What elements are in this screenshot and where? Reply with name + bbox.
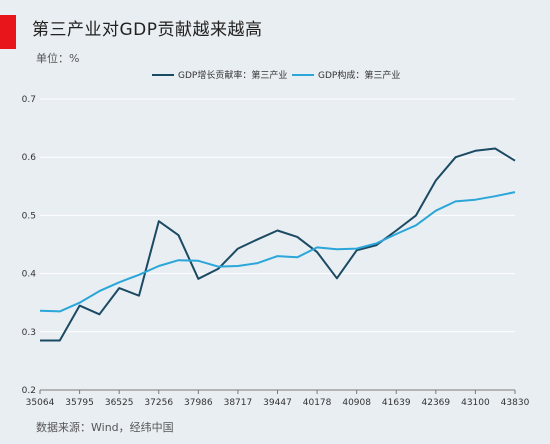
series-line-1 bbox=[40, 147, 516, 342]
page-title: 第三产业对GDP贡献越来越高 bbox=[32, 20, 263, 40]
y-tick-label: 0.2 bbox=[22, 386, 36, 396]
x-tick-label: 43100 bbox=[461, 398, 490, 408]
legend: GDP增长贡献率：第三产业 GDP构成：第三产业 bbox=[152, 69, 400, 81]
x-tick-label: 35795 bbox=[65, 398, 94, 408]
y-tick-label: 0.4 bbox=[22, 270, 37, 280]
source-note: 数据来源：Wind，经纬中国 bbox=[36, 421, 174, 434]
x-tick-label: 38717 bbox=[224, 398, 253, 408]
series-lines bbox=[39, 147, 516, 342]
x-tick-label: 37256 bbox=[144, 398, 173, 408]
x-tick-label: 36525 bbox=[105, 398, 134, 408]
x-tick-label: 40908 bbox=[342, 398, 371, 408]
y-tick-label: 0.6 bbox=[22, 153, 37, 163]
title-accent-bar bbox=[0, 15, 16, 49]
legend-label: GDP增长贡献率：第三产业 bbox=[178, 69, 287, 81]
y-axis-ticks: 0.2 0.3 0.4 0.5 0.6 0.7 bbox=[22, 95, 37, 396]
x-tick-label: 39447 bbox=[263, 398, 292, 408]
grid-lines bbox=[40, 98, 515, 391]
x-tick-label: 43830 bbox=[501, 398, 530, 408]
x-tick-label: 37986 bbox=[184, 398, 213, 408]
unit-label: 单位：% bbox=[36, 52, 80, 65]
x-tick-label: 41639 bbox=[382, 398, 411, 408]
y-tick-label: 0.7 bbox=[22, 95, 36, 105]
y-tick-label: 0.5 bbox=[22, 211, 36, 221]
x-tick-label: 42369 bbox=[422, 398, 451, 408]
y-tick-label: 0.3 bbox=[22, 328, 36, 338]
series-line-2 bbox=[39, 191, 516, 313]
x-tick-label: 40178 bbox=[303, 398, 332, 408]
x-axis-ticks: 35064 35795 36525 37256 37986 38717 39447 40178… bbox=[26, 390, 530, 408]
x-tick-label: 35064 bbox=[26, 398, 55, 408]
legend-label: GDP构成：第三产业 bbox=[318, 69, 400, 81]
